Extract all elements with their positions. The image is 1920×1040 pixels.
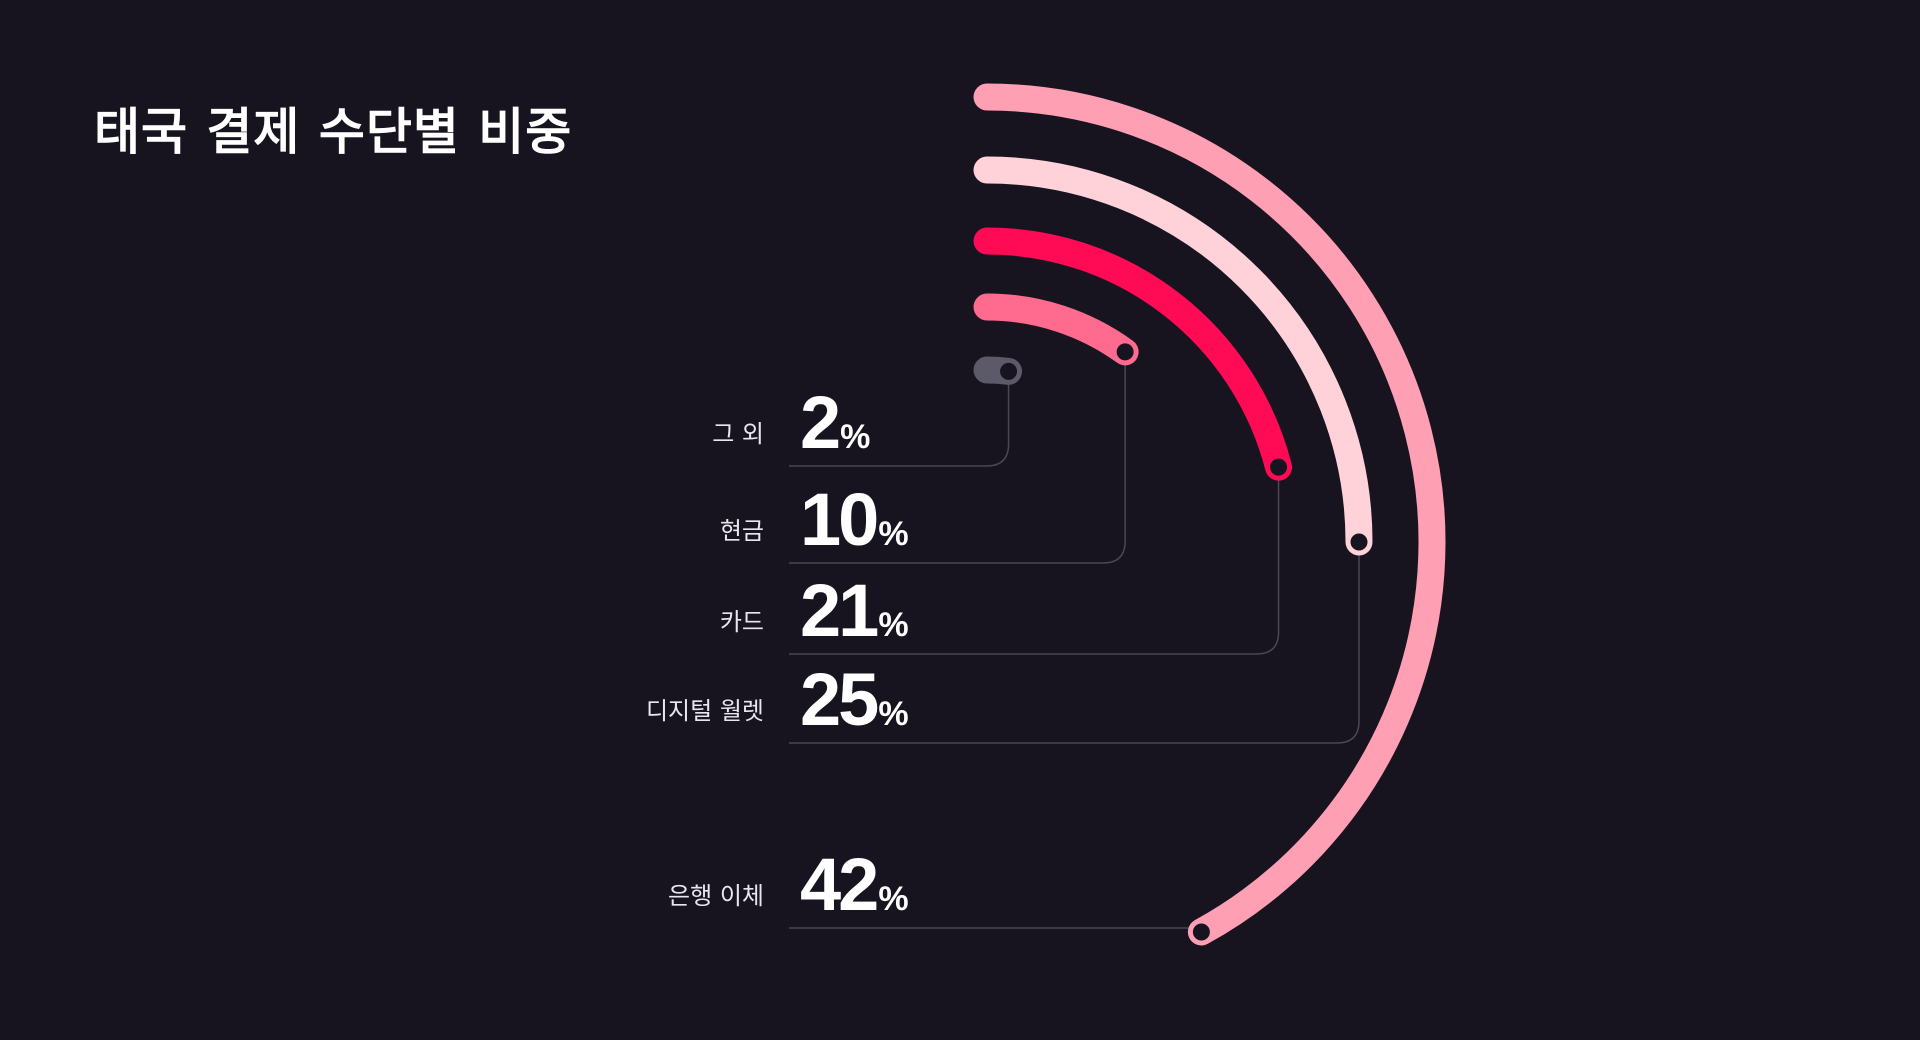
arc-end-dot xyxy=(1189,920,1213,944)
arc-bar xyxy=(973,156,1373,556)
value-number: 10 xyxy=(800,478,879,561)
category-label: 현금 xyxy=(719,517,764,545)
arc-bar xyxy=(973,227,1293,481)
value-label: 25% xyxy=(800,663,909,737)
chart-title: 태국 결제 수단별 비중 xyxy=(94,103,573,161)
connector-line xyxy=(789,351,1126,564)
value-label: 10% xyxy=(800,483,909,557)
arc-end-dot xyxy=(1113,340,1137,364)
arc-end-dot xyxy=(1347,530,1371,554)
percent-sign: % xyxy=(878,880,909,918)
connector-line xyxy=(789,542,1360,744)
value-number: 42 xyxy=(800,843,879,926)
arc-end-dot xyxy=(997,359,1021,383)
percent-sign: % xyxy=(878,515,909,553)
arc-bar xyxy=(973,293,1139,366)
value-number: 2 xyxy=(800,381,841,464)
percent-sign: % xyxy=(878,606,909,644)
category-label: 은행 이체 xyxy=(668,882,764,910)
percent-sign: % xyxy=(878,695,909,733)
value-label: 2% xyxy=(800,386,870,460)
value-number: 21 xyxy=(800,569,879,652)
arc-end-dot xyxy=(1267,455,1291,479)
value-label: 21% xyxy=(800,574,909,648)
category-label: 그 외 xyxy=(712,420,764,448)
value-label: 42% xyxy=(800,848,909,922)
category-label: 카드 xyxy=(719,608,764,636)
connector-line xyxy=(789,371,1010,467)
value-number: 25 xyxy=(800,658,879,741)
arc-bar xyxy=(973,83,1446,946)
category-label: 디지털 월렛 xyxy=(645,697,764,725)
percent-sign: % xyxy=(840,418,871,456)
connector-line xyxy=(789,467,1280,655)
